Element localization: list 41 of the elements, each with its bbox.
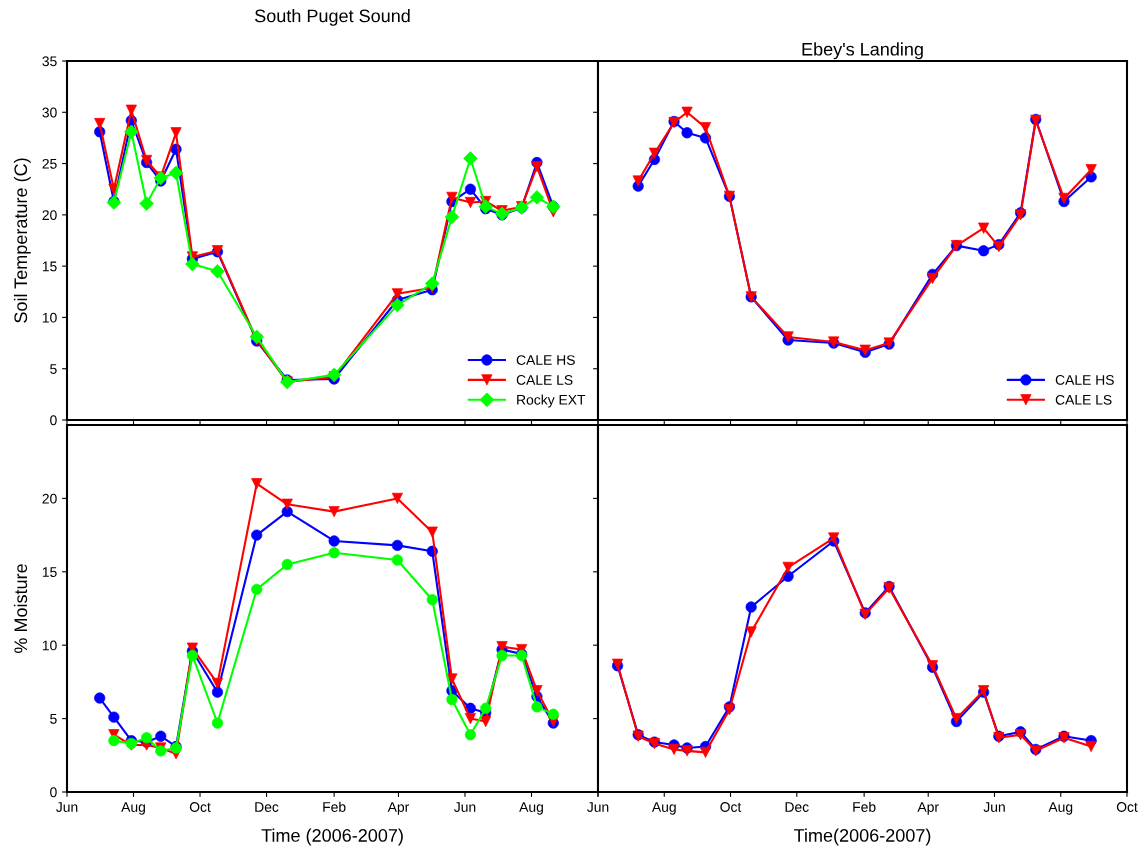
- y-tick-label: 10: [42, 312, 57, 323]
- x-tick-label: Jun: [56, 802, 78, 812]
- y-tick-label: 5: [50, 714, 57, 724]
- legend-label: Rocky EXT: [517, 394, 586, 408]
- chart-title: Ebey's Landing: [802, 42, 923, 60]
- x-tick-label: Apr: [387, 802, 410, 815]
- x-tick-label: Aug: [1048, 802, 1073, 815]
- x-tick-label: Oct: [189, 802, 211, 812]
- x-axis-title: Time(2006-2007): [794, 828, 931, 846]
- x-tick-label: Aug: [651, 802, 676, 815]
- x-tick-label: Aug: [519, 802, 543, 815]
- y-tick-label: 25: [42, 158, 57, 169]
- legend-label: CALE HS: [516, 355, 575, 365]
- legend-label: CALE LS: [1055, 394, 1112, 405]
- y-tick-label: 30: [42, 107, 57, 118]
- y-tick-label: 20: [42, 493, 57, 504]
- x-tick-label: Feb: [853, 801, 876, 812]
- x-tick-label: Apr: [917, 802, 939, 815]
- x-axis-title: Time (2006-2007): [261, 828, 403, 846]
- y-tick-label: 5: [50, 364, 57, 374]
- legend-label: CALE HS: [1055, 375, 1114, 385]
- x-tick-label: Feb: [323, 801, 346, 812]
- y-tick-label: 20: [42, 210, 57, 221]
- y-tick-label: 35: [42, 56, 57, 67]
- x-tick-label: Aug: [121, 802, 145, 815]
- x-tick-label: Oct: [720, 802, 742, 812]
- x-tick-label: Jun: [983, 802, 1005, 812]
- chart-title: South Puget Sound: [255, 9, 410, 26]
- y-tick-label: 15: [42, 261, 57, 272]
- x-tick-label: Dec: [255, 802, 279, 812]
- x-tick-label: Jun: [587, 802, 609, 812]
- legend-label: CALE LS: [516, 375, 573, 385]
- x-tick-label: Dec: [785, 802, 809, 812]
- y-tick-label: 10: [42, 640, 57, 651]
- y-tick-label: 15: [42, 567, 57, 577]
- y-axis-title: Soil Temperature (C): [13, 158, 31, 323]
- y-tick-label: 0: [50, 787, 57, 798]
- x-tick-label: Jun: [454, 802, 476, 812]
- y-axis-title: % Moisture: [13, 564, 28, 654]
- y-tick-label: 0: [50, 415, 57, 426]
- x-tick-label: Oct: [1116, 802, 1138, 812]
